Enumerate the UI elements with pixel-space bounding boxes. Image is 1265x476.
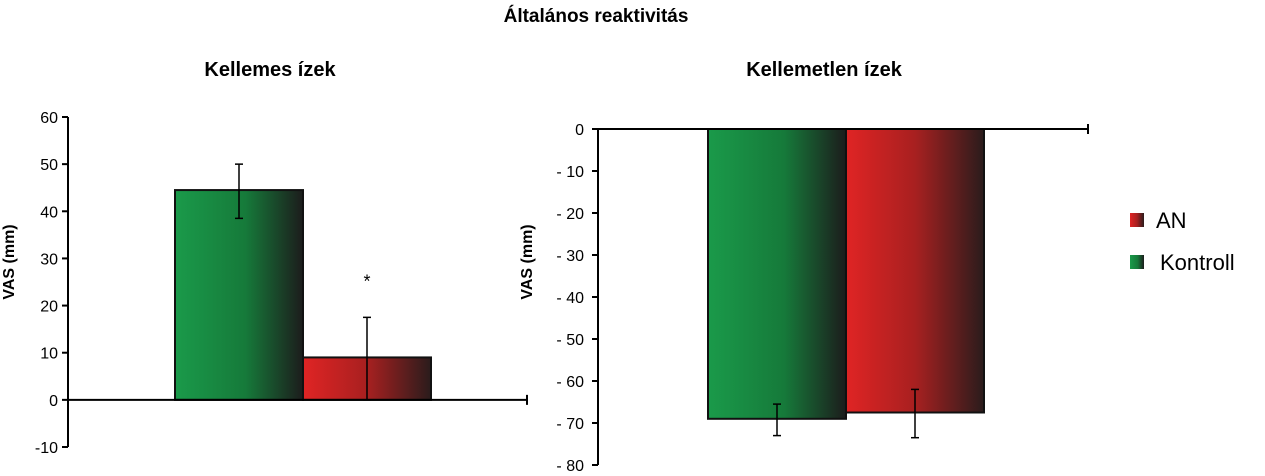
- y-tick-label: 10: [40, 346, 58, 363]
- y-tick-label: - 30: [556, 248, 584, 265]
- y-tick-label: 50: [40, 157, 58, 174]
- y-tick-label: - 20: [556, 206, 584, 223]
- y-tick-label: 0: [575, 122, 584, 139]
- bar-kontroll: [707, 128, 847, 420]
- bar-kontroll: [174, 189, 304, 401]
- chart-title: Kellemetlen ízek: [746, 59, 903, 81]
- y-tick-label: 20: [40, 299, 58, 316]
- y-tick-label: 60: [40, 110, 58, 127]
- significance-marker: *: [363, 271, 370, 291]
- y-tick-label: - 60: [556, 374, 584, 391]
- y-tick-label: -10: [35, 440, 58, 457]
- legend: AN Kontroll: [1130, 208, 1235, 275]
- legend-swatch-kontroll: [1130, 255, 1144, 269]
- chart-unpleasant-tastes: Kellemetlen ízek VAS (mm) 0 - 10 - 20 - 30 -…: [519, 59, 1089, 475]
- y-tick-label: - 40: [556, 290, 584, 307]
- y-tick-label: - 50: [556, 332, 584, 349]
- page-title: Általános reaktivitás: [504, 5, 689, 27]
- legend-swatch-an: [1130, 213, 1144, 227]
- y-tick-label: - 80: [556, 458, 584, 475]
- legend-label-an: AN: [1156, 208, 1187, 233]
- y-axis-label: VAS (mm): [519, 224, 536, 299]
- bar-an: [845, 128, 985, 414]
- y-tick-label: - 70: [556, 416, 584, 433]
- legend-label-kontroll: Kontroll: [1160, 250, 1235, 275]
- y-tick-label: 30: [40, 251, 58, 268]
- y-tick-label: 40: [40, 204, 58, 221]
- chart-pleasant-tastes: Kellemes ízek VAS (mm) 60 50 40 30 20 10 0 -10 *: [1, 59, 528, 457]
- y-axis-label: VAS (mm): [1, 224, 18, 299]
- chart-title: Kellemes ízek: [204, 59, 336, 81]
- y-tick-label: 0: [49, 393, 58, 410]
- y-tick-label: - 10: [556, 164, 584, 181]
